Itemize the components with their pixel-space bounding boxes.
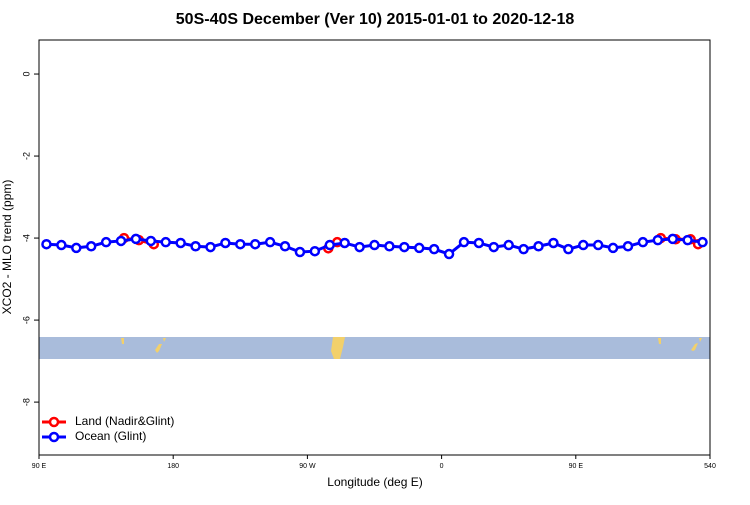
point (667, 233, 678, 245)
point (518, 243, 529, 255)
point (413, 242, 425, 254)
point (533, 241, 544, 252)
legend-marker (48, 416, 60, 428)
point (324, 239, 336, 251)
x-tick-label: 180 (167, 463, 179, 470)
point (369, 239, 380, 251)
point (309, 245, 321, 257)
point (85, 241, 97, 252)
point (249, 238, 261, 250)
x-axis-label: Longitude (deg E) (327, 475, 422, 489)
point (71, 242, 82, 254)
point (682, 234, 693, 246)
point (235, 238, 246, 250)
point (592, 239, 604, 251)
y-tick-label: -8 (21, 398, 31, 406)
y-tick-label: -6 (21, 316, 31, 324)
x-tick-label: 90 E (569, 463, 584, 470)
y-tick-label: -4 (21, 234, 31, 242)
point (279, 241, 291, 252)
point (607, 242, 619, 254)
point (458, 236, 470, 248)
point (175, 237, 186, 249)
point (578, 239, 589, 251)
y-tick-label: 0 (21, 72, 31, 77)
y-tick-label: -2 (21, 152, 31, 160)
point (41, 238, 52, 250)
point (399, 241, 410, 253)
chart-title: 50S-40S December (Ver 10) 2015-01-01 to … (176, 11, 575, 28)
point (548, 237, 559, 249)
x-tick-label: 0 (440, 463, 444, 470)
x-tick-label: 90 E (32, 463, 47, 470)
point (115, 235, 127, 247)
point (384, 241, 395, 252)
point (354, 241, 365, 253)
point (56, 239, 67, 251)
point (503, 239, 514, 251)
point (697, 236, 708, 248)
point (637, 236, 649, 248)
point (488, 241, 500, 253)
legend-marker (48, 431, 60, 443)
legend-label: Ocean (Glint) (75, 429, 146, 443)
point (220, 237, 231, 249)
legend-label: Land (Nadir&Glint) (75, 414, 174, 428)
point (294, 246, 306, 258)
point (160, 236, 171, 248)
point (443, 248, 455, 260)
point (190, 241, 201, 252)
point (473, 237, 485, 249)
point (100, 236, 112, 248)
point (652, 234, 664, 246)
x-tick-label: 90 W (299, 463, 316, 470)
point (205, 241, 216, 253)
point (130, 233, 142, 245)
point (563, 243, 574, 255)
y-axis-label: XCO2 - MLO trend (ppm) (0, 180, 14, 315)
point (264, 236, 276, 248)
point (339, 237, 350, 249)
point (428, 243, 440, 255)
map-band (39, 337, 710, 359)
point (145, 235, 157, 247)
x-tick-label: 540 (704, 463, 716, 470)
plot-frame (38, 39, 711, 456)
point (622, 241, 634, 252)
